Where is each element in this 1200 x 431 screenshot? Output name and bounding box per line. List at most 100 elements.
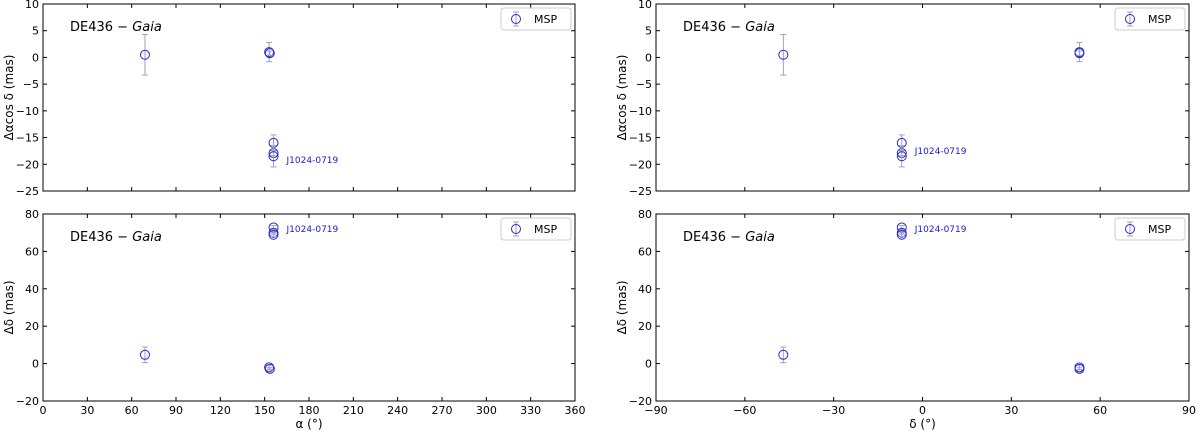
marker [139, 49, 150, 60]
y-tick-label: 0 [32, 358, 39, 371]
x-tick-label: 180 [299, 404, 320, 417]
marker [896, 151, 907, 162]
panel-title-main: DE436 − [683, 20, 745, 35]
x-tick-label: 300 [476, 404, 497, 417]
data-point [264, 41, 275, 63]
x-tick-label: 240 [387, 404, 408, 417]
y-tick-label: −5 [23, 78, 39, 91]
legend-marker-icon [1125, 14, 1135, 24]
data-point [264, 363, 275, 374]
x-tick-label: −90 [644, 404, 667, 417]
panel-title: DE436 − Gaia [683, 20, 775, 35]
data-point [1074, 48, 1085, 59]
y-tick-label: 5 [32, 25, 39, 38]
marker [778, 349, 789, 360]
y-tick-label: 40 [25, 283, 39, 296]
data-point [778, 33, 789, 76]
marker [264, 47, 275, 58]
legend-box [500, 7, 572, 31]
pulsar-annotation: J1024-0719 [914, 147, 967, 157]
panel-title: DE436 − Gaia [683, 230, 775, 245]
panel-top-right: −25 −20 −15 −10 −5 0 5 10 Δαcos δ (mas) DE436 − G… [615, 0, 1190, 198]
marker [139, 349, 150, 360]
panel-title-italic: Gaia [745, 20, 775, 35]
marker [1074, 363, 1085, 374]
legend-marker-icon [511, 14, 521, 24]
panel-top-left: −25 −20 −15 −10 −5 0 5 10 Δαcos δ (mas) DE436 − G… [2, 0, 576, 198]
x-tick-label: 0 [40, 404, 47, 417]
legend-label: MSP [534, 223, 557, 236]
legend-box [500, 217, 572, 241]
y-tick-label: 60 [638, 245, 652, 258]
marker [1074, 48, 1085, 59]
y-tick-label: −25 [629, 185, 652, 198]
y-axis-label: Δαcos δ (mas) [2, 55, 16, 141]
marker [268, 229, 279, 240]
marker [264, 363, 275, 374]
y-tick-label: 80 [25, 208, 39, 221]
y-tick-label: −20 [16, 395, 39, 408]
x-tick-label: 330 [520, 404, 541, 417]
y-tick-label: −25 [16, 185, 39, 198]
data-point [896, 145, 907, 168]
marker [778, 49, 789, 60]
legend-label: MSP [534, 13, 557, 26]
x-tick-label: 90 [1182, 404, 1196, 417]
y-tick-label: 80 [638, 208, 652, 221]
y-tick-label: −20 [629, 395, 652, 408]
data-point [778, 346, 789, 364]
data-point [1074, 363, 1085, 374]
y-tick-label: 20 [638, 320, 652, 333]
y-tick-label: −15 [16, 132, 39, 145]
y-axis-label: Δδ (mas) [615, 280, 629, 334]
x-tick-label: −60 [733, 404, 756, 417]
x-tick-label: 360 [565, 404, 586, 417]
legend-marker-icon [1125, 224, 1135, 234]
y-tick-label: 10 [25, 0, 39, 11]
x-tick-label: 210 [343, 404, 364, 417]
panel-title: DE436 − Gaia [70, 230, 162, 245]
panel-title-italic: Gaia [132, 20, 162, 35]
pulsar-annotation: J1024-0719 [914, 225, 967, 235]
y-tick-label: 0 [32, 51, 39, 64]
y-tick-label: −5 [636, 78, 652, 91]
x-tick-label: 30 [1004, 404, 1018, 417]
pulsar-annotation: J1024-0719 [286, 225, 339, 235]
y-axis-label: Δαcos δ (mas) [615, 55, 629, 141]
panel-bottom-right: −20 0 20 40 60 80 −90 −60 −30 0 30 60 90 Δδ (mas) δ (°… [615, 208, 1196, 431]
y-tick-label: 0 [645, 358, 652, 371]
x-tick-label: −30 [822, 404, 845, 417]
data-point [139, 33, 150, 76]
legend-label: MSP [1148, 223, 1171, 236]
x-tick-label: 150 [254, 404, 275, 417]
marker [264, 362, 275, 373]
marker [264, 48, 275, 59]
y-tick-label: −10 [16, 105, 39, 118]
x-tick-label: 30 [80, 404, 94, 417]
panel-title-italic: Gaia [132, 230, 162, 245]
y-tick-label: 5 [645, 25, 652, 38]
marker [896, 229, 907, 240]
legend-marker-icon [511, 224, 521, 234]
legend: MSP [500, 217, 572, 241]
panel-title-italic: Gaia [745, 230, 775, 245]
legend: MSP [500, 7, 572, 31]
y-tick-label: 40 [638, 283, 652, 296]
data-point [264, 48, 275, 59]
x-tick-label: 60 [125, 404, 139, 417]
y-tick-label: −20 [16, 158, 39, 171]
data-point [896, 229, 907, 240]
pulsar-annotation: J1024-0719 [286, 156, 339, 166]
x-tick-label: 60 [1093, 404, 1107, 417]
y-tick-label: 60 [25, 245, 39, 258]
x-axis-label: δ (°) [909, 417, 936, 431]
data-point [268, 229, 279, 240]
x-tick-label: 270 [432, 404, 453, 417]
y-tick-label: 10 [638, 0, 652, 11]
x-tick-label: 120 [210, 404, 231, 417]
legend: MSP [1114, 7, 1186, 31]
x-axis-label: α (°) [295, 417, 322, 431]
panel-title: DE436 − Gaia [70, 20, 162, 35]
